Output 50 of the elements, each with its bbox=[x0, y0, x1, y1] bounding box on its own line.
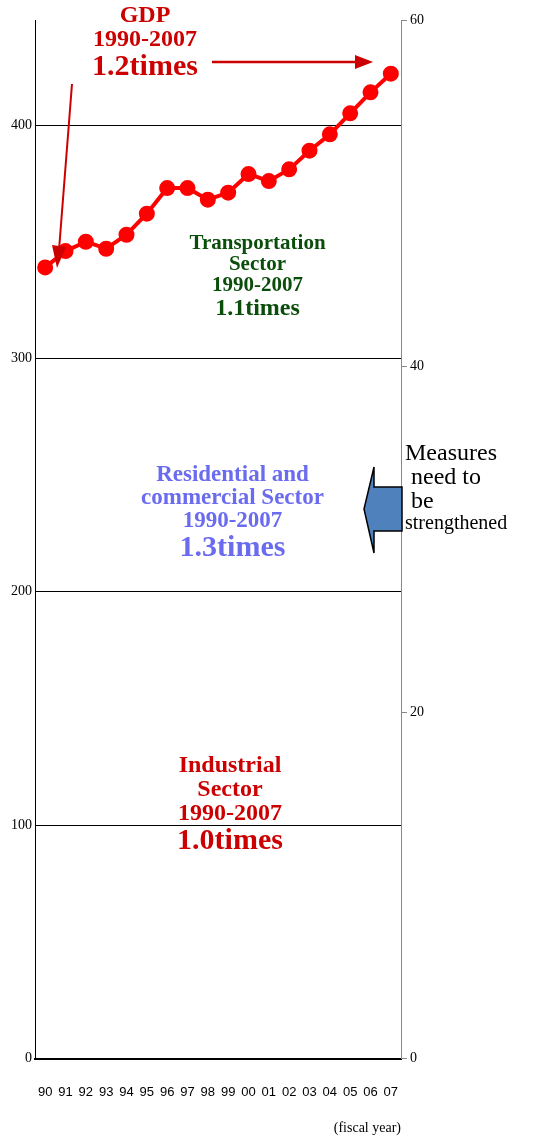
x-tick-label: 02 bbox=[281, 1083, 297, 1099]
point bbox=[342, 105, 359, 122]
x-tick-label: 93 bbox=[98, 1083, 114, 1099]
y2-tick-label: 0 bbox=[410, 1050, 417, 1066]
x-axis-title: (fiscal year) bbox=[333, 1120, 402, 1137]
x-tick-label: 94 bbox=[119, 1083, 134, 1099]
x-tick-label: 06 bbox=[363, 1083, 378, 1099]
x-tick-label: 03 bbox=[302, 1083, 317, 1099]
point bbox=[199, 191, 216, 208]
point bbox=[138, 205, 155, 222]
point bbox=[240, 166, 257, 183]
annotation: GDP 1990-2007 1.2times bbox=[91, 1, 199, 81]
x-tick-label: 07 bbox=[383, 1083, 399, 1099]
x-tick-label: 91 bbox=[58, 1083, 73, 1099]
x-tick-label: 97 bbox=[180, 1083, 195, 1099]
point bbox=[382, 65, 399, 82]
point bbox=[220, 184, 237, 201]
x-tick-label: 99 bbox=[220, 1083, 236, 1099]
annotation: Transportation Sector 1990-2007 1.1times bbox=[188, 230, 327, 320]
x-tick-label: 90 bbox=[37, 1083, 53, 1099]
y2-tick-label: 60 bbox=[410, 11, 424, 27]
x-tick-label: 05 bbox=[342, 1083, 358, 1099]
point bbox=[159, 180, 176, 197]
x-tick-label: 92 bbox=[78, 1083, 94, 1099]
point bbox=[77, 233, 94, 250]
text: Measures need to be strengthened bbox=[405, 439, 509, 533]
point bbox=[37, 259, 54, 276]
y-tick-label: 100 bbox=[11, 816, 32, 832]
point bbox=[362, 84, 379, 101]
point bbox=[281, 161, 298, 178]
annotation: Residential and commercial Sector 1990-2007 1.3times bbox=[140, 461, 325, 562]
point bbox=[260, 173, 277, 190]
y2-tick-label: 20 bbox=[410, 704, 424, 720]
point bbox=[118, 226, 135, 243]
annotation: Industrial Sector 1990-2007 1.0times bbox=[176, 751, 284, 855]
y2-tick-label: 40 bbox=[410, 357, 424, 373]
point bbox=[301, 142, 318, 159]
y-tick-label: 400 bbox=[11, 116, 32, 132]
y-tick-label: 200 bbox=[11, 583, 32, 599]
point bbox=[98, 240, 115, 257]
x-tick-label: 04 bbox=[322, 1083, 338, 1099]
y-tick-label: 300 bbox=[11, 350, 32, 366]
x-tick-label: 00 bbox=[241, 1083, 256, 1099]
point bbox=[321, 126, 338, 143]
x-tick-label: 98 bbox=[200, 1083, 216, 1099]
y-tick-label: 0 bbox=[25, 1050, 32, 1066]
x-tick-label: 96 bbox=[159, 1083, 175, 1099]
x-tick-label: 95 bbox=[139, 1083, 155, 1099]
x-tick-label: 01 bbox=[261, 1083, 277, 1099]
point bbox=[179, 180, 196, 197]
